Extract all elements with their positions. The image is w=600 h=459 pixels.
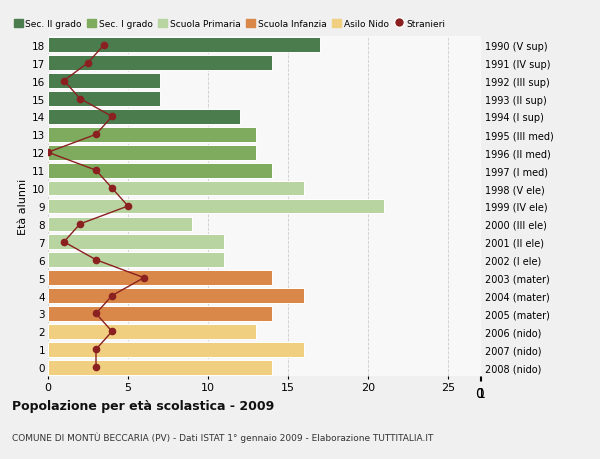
Bar <box>48 181 304 196</box>
Bar <box>48 289 304 303</box>
Bar <box>48 235 224 250</box>
Bar <box>48 325 256 339</box>
Bar <box>48 39 320 53</box>
Bar <box>48 92 160 106</box>
Bar <box>48 128 256 142</box>
Y-axis label: Età alunni: Età alunni <box>18 179 28 235</box>
Text: COMUNE DI MONTÙ BECCARIA (PV) - Dati ISTAT 1° gennaio 2009 - Elaborazione TUTTIT: COMUNE DI MONTÙ BECCARIA (PV) - Dati IST… <box>12 431 433 442</box>
Bar <box>48 146 256 160</box>
Bar <box>48 217 192 232</box>
Bar <box>48 74 160 89</box>
Bar <box>48 307 272 321</box>
Bar <box>48 56 272 71</box>
Text: Popolazione per età scolastica - 2009: Popolazione per età scolastica - 2009 <box>12 399 274 412</box>
Legend: Sec. II grado, Sec. I grado, Scuola Primaria, Scuola Infanzia, Asilo Nido, Stran: Sec. II grado, Sec. I grado, Scuola Prim… <box>14 20 445 29</box>
Bar <box>48 199 384 214</box>
Bar <box>48 360 272 375</box>
Bar <box>48 271 272 285</box>
Bar <box>48 342 304 357</box>
Bar <box>48 110 240 124</box>
Bar <box>48 163 272 178</box>
Bar <box>48 253 224 268</box>
